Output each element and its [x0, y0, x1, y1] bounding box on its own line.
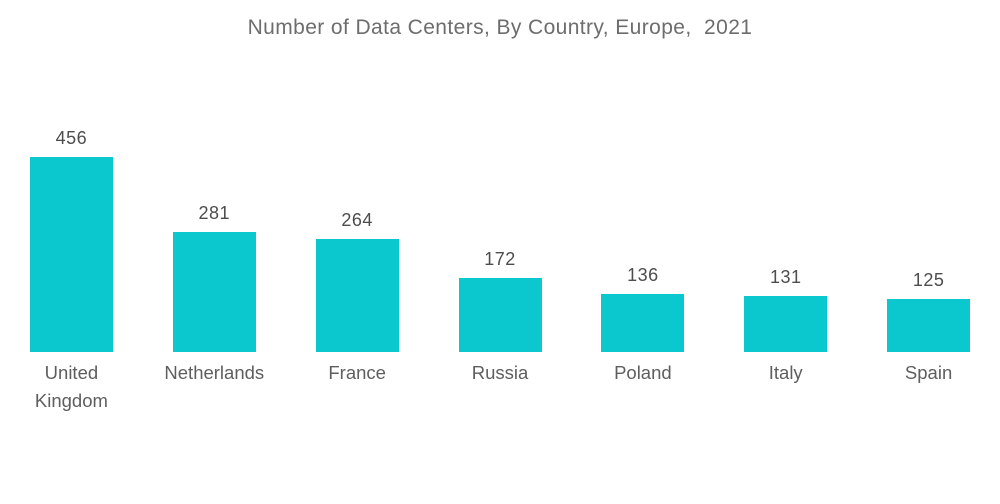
bar-italy [744, 296, 828, 352]
bar-united-kingdom [29, 157, 113, 352]
bar-spain [887, 299, 971, 352]
category-label-france: France [328, 362, 386, 383]
bar-column-netherlands: 281 [143, 203, 286, 352]
category-label-cell: Italy [714, 359, 857, 415]
bar-column-france: 264 [286, 210, 429, 352]
bar-chart: 456 281 264 172 136 131 125 [0, 128, 1000, 352]
category-labels-row: United Kingdom Netherlands France Russia Pol… [0, 359, 1000, 415]
bar-value-label: 281 [198, 203, 231, 223]
category-label-cell: Poland [571, 359, 714, 415]
bar-value-label: 172 [484, 249, 516, 269]
bar-poland [601, 294, 685, 352]
category-label-cell: Netherlands [143, 359, 286, 415]
bar-value-label: 136 [627, 265, 659, 285]
category-label-russia: Russia [471, 362, 529, 383]
bar-value-label: 264 [341, 210, 373, 230]
bar-column-italy: 131 [714, 267, 857, 352]
bar-column-poland: 136 [571, 265, 714, 352]
chart-title: Number of Data Centers, By Country, Euro… [247, 16, 753, 39]
category-label-cell: Russia [429, 359, 572, 415]
bar-column-spain: 125 [857, 270, 1000, 352]
category-label-netherlands: Netherlands [164, 362, 265, 383]
bar-column-russia: 172 [429, 249, 572, 352]
category-label-cell: Spain [857, 359, 1000, 415]
bar-france [315, 239, 399, 352]
bar-russia [458, 278, 542, 352]
category-label-italy: Italy [768, 362, 803, 383]
bar-value-label: 456 [55, 128, 88, 148]
category-label-cell: United Kingdom [0, 359, 143, 415]
bar-netherlands [172, 232, 256, 352]
category-label-spain: Spain [904, 362, 953, 383]
category-label-cell: France [286, 359, 429, 415]
bar-value-label: 131 [769, 267, 802, 287]
category-label-poland: Poland [614, 362, 672, 383]
bar-value-label: 125 [912, 270, 945, 290]
category-label-united-kingdom: United Kingdom [34, 362, 108, 411]
bar-column-united-kingdom: 456 [0, 128, 143, 352]
